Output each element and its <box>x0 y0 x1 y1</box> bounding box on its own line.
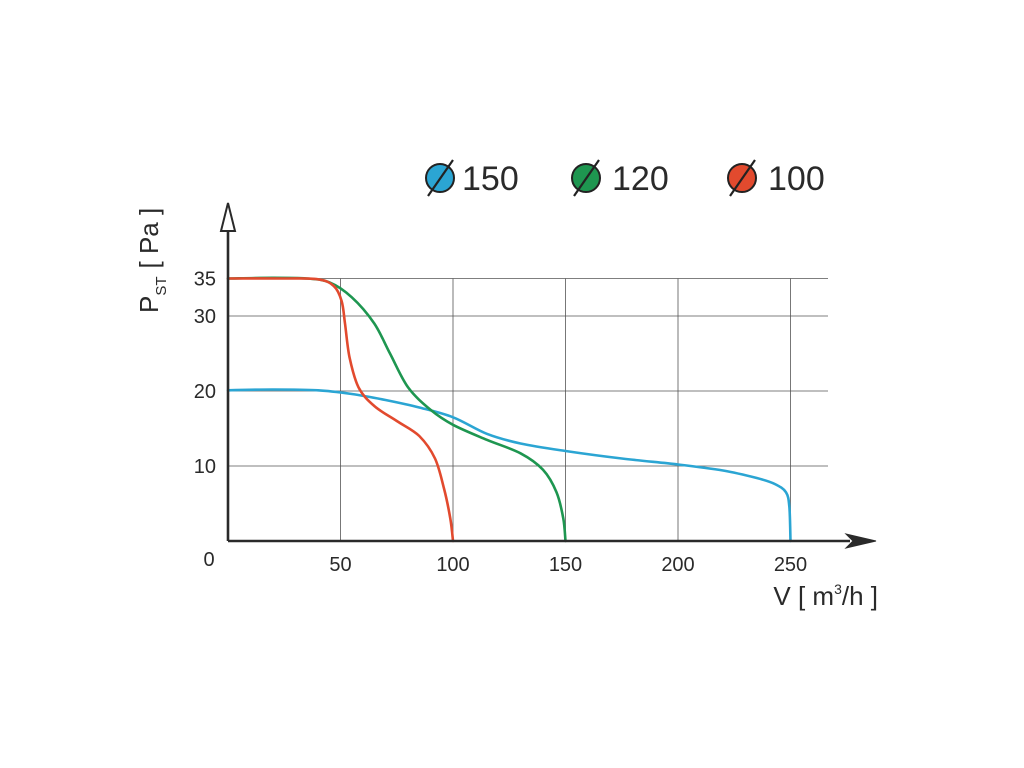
y-axis-label: PST [ Pa ] <box>134 208 170 313</box>
legend-label-120: 120 <box>612 160 669 198</box>
diameter-slash-icon <box>427 159 454 197</box>
axes <box>219 202 877 549</box>
y-tick-label: 10 <box>194 456 216 478</box>
series-line-120 <box>226 276 567 543</box>
origin-label: 0 <box>203 549 214 571</box>
x-tick-label: 100 <box>436 554 469 576</box>
diameter-slash-icon <box>573 159 600 197</box>
legend-label-100: 100 <box>768 160 825 198</box>
tick-labels: 50 100 150 200 250 10 20 30 35 <box>194 269 807 577</box>
y-tick-label: 30 <box>194 306 216 328</box>
x-axis-label-sup: 3 <box>834 581 842 597</box>
grid <box>228 278 828 541</box>
diameter-slash-icon <box>729 159 756 197</box>
legend-item-100: 100 <box>727 159 825 198</box>
y-tick-label: 35 <box>194 269 216 291</box>
x-axis-arrow <box>844 533 877 549</box>
legend-item-120: 120 <box>571 159 669 198</box>
series-lines <box>226 276 792 543</box>
x-axis-label: V [ m3/h ] <box>773 581 878 611</box>
x-axis-label-main: V [ m <box>773 581 834 611</box>
legend: 150 120 100 <box>425 159 825 198</box>
series-line-150 <box>226 388 792 543</box>
x-tick-label: 200 <box>661 554 694 576</box>
series-line-100 <box>226 277 455 543</box>
x-tick-label: 50 <box>329 554 351 576</box>
y-axis-label-main: P <box>134 296 164 313</box>
legend-label-150: 150 <box>462 160 519 198</box>
x-tick-label: 150 <box>549 554 582 576</box>
legend-item-150: 150 <box>425 159 519 198</box>
y-axis-arrow <box>219 202 237 232</box>
x-axis-label-tail: /h ] <box>842 581 878 611</box>
y-tick-label: 20 <box>194 381 216 403</box>
y-axis-label-tail: [ Pa ] <box>134 208 164 269</box>
y-axis-label-sub: ST <box>153 276 170 295</box>
x-tick-label: 250 <box>774 554 807 576</box>
